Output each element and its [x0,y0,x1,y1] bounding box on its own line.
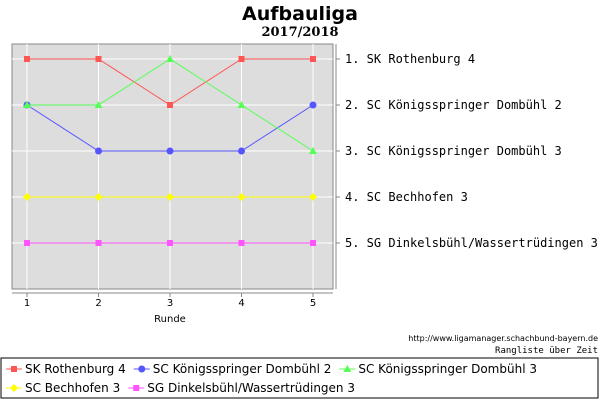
legend-label-4: SC Bechhofen 3 [25,381,120,395]
legend-item-2: SC Königsspringer Dombühl 2 [133,362,332,376]
x-axis-label: Runde [154,314,186,325]
data-point-s5-x2 [95,240,102,246]
axes [12,44,337,294]
data-point-s5-x5 [310,240,316,246]
data-point-s2-x2 [95,147,102,155]
data-point-s3-x3 [166,55,174,62]
legend-item-4: SC Bechhofen 3 [6,381,120,395]
rank-label-1: 1. SK Rothenburg 4 [345,52,475,66]
final-standings: 1. SK Rothenburg 4 2. SC Königsspringer D… [336,52,598,250]
x-tick-label-1: 1 [24,298,30,309]
data-point-s5-x4 [238,240,245,246]
legend-label-2: SC Königsspringer Dombühl 2 [153,362,332,376]
legend-marker-5 [133,385,140,391]
series-1 [24,56,316,108]
legend-marker-1 [11,366,17,372]
data-point-s4-x4 [237,193,246,201]
x-tick-label-5: 5 [310,298,316,309]
rank-label-3: 3. SC Königsspringer Dombühl 3 [345,144,562,158]
data-point-s2-x4 [238,147,245,155]
legend: SK Rothenburg 4 SC Königsspringer Dombühl… [6,362,537,395]
data-point-s3-x1 [23,101,31,108]
source-url[interactable]: http://www.ligamanager.schachbund-bayern… [408,334,598,343]
x-tick-label-4: 4 [238,298,244,309]
data-point-s1-x2 [95,56,102,62]
plot-area [11,43,334,290]
data-point-s1-x4 [238,56,245,62]
x-tick-label-3: 3 [167,298,173,309]
data-point-s2-x5 [309,101,317,109]
data-point-s1-x1 [24,56,30,62]
chart-subtitle: 2017/2018 [261,25,338,40]
data-point-s3-x5 [309,147,317,154]
chart-title: Aufbauliga [242,3,358,25]
data-point-s5-x1 [24,240,30,246]
rank-label-4: 4. SC Bechhofen 3 [345,190,468,204]
series-3 [23,55,317,154]
legend-item-5: SG Dinkelsbühl/Wassertrüdingen 3 [128,381,355,395]
data-point-s4-x2 [94,193,103,201]
data-point-s2-x3 [166,147,174,155]
legend-label-1: SK Rothenburg 4 [25,362,126,376]
legend-label-5: SG Dinkelsbühl/Wassertrüdingen 3 [147,381,355,395]
legend-item-1: SK Rothenburg 4 [6,362,126,376]
legend-marker-2 [138,365,146,373]
data-point-s1-x3 [167,102,173,108]
data-point-s4-x5 [309,193,317,201]
legend-item-3: SC Königsspringer Dombühl 3 [339,362,537,376]
data-point-s3-x2 [94,101,103,108]
legend-box [0,357,599,399]
data-point-s4-x3 [166,193,174,201]
rank-label-2: 2. SC Königsspringer Dombühl 2 [345,98,562,112]
rank-label-5: 5. SG Dinkelsbühl/Wassertrüdingen 3 [345,236,598,250]
legend-label-3: SC Königsspringer Dombühl 3 [358,362,537,376]
series-group [23,55,317,246]
data-point-s5-x3 [167,240,173,246]
legend-marker-4 [10,384,18,392]
data-point-s4-x1 [23,193,31,201]
series-4 [23,193,317,201]
x-tick-label-2: 2 [95,298,101,309]
x-axis-ticks: 1 2 3 4 5 [24,293,316,309]
data-point-s3-x4 [237,101,246,108]
series-5 [24,240,316,246]
legend-marker-3 [343,365,352,372]
ranking-note: Rangliste über Zeit [495,346,598,356]
data-point-s1-x5 [310,56,316,62]
